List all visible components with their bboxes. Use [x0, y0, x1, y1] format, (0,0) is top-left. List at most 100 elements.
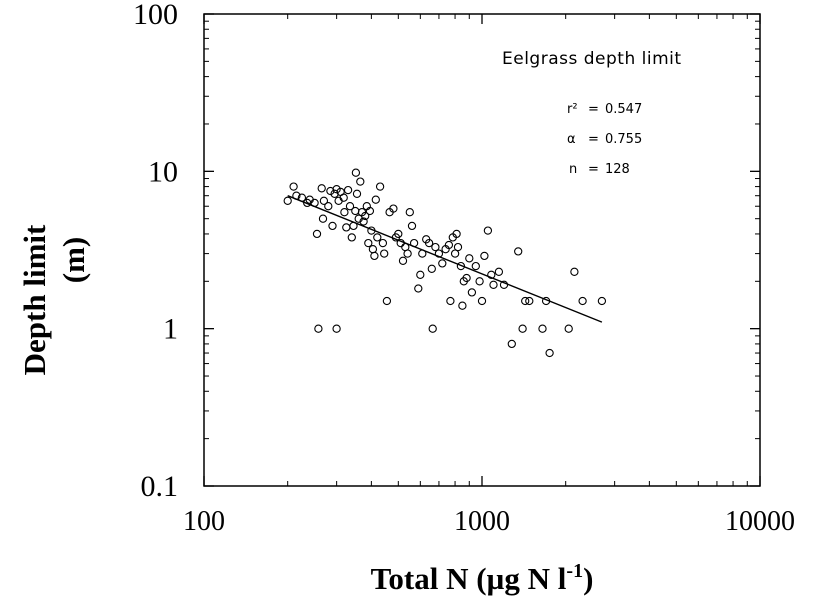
data-point [405, 208, 414, 217]
data-point [465, 254, 474, 263]
x-tick-label: 10000 [725, 506, 795, 537]
x-axis-title-sup: -1 [566, 560, 583, 582]
y-tick-label: 0.1 [141, 470, 179, 503]
data-point [380, 249, 389, 258]
annotation-n-label: n [569, 162, 577, 177]
data-point [453, 242, 463, 252]
data-point [356, 177, 365, 186]
data-point [340, 208, 349, 217]
annotation-n-eq: = [588, 162, 599, 177]
data-point [525, 296, 534, 306]
y-tick-label: 10 [148, 155, 178, 188]
data-point [359, 217, 368, 226]
data-point [564, 324, 573, 333]
data-point [339, 193, 348, 202]
fit-line [287, 195, 603, 323]
annotation-a-label: α [567, 132, 576, 147]
data-point [364, 238, 373, 248]
y-axis-title-line1: Depth limit [17, 224, 52, 375]
data-point [314, 324, 323, 333]
data-point [487, 270, 496, 279]
data-points [283, 168, 607, 358]
data-point [414, 284, 423, 293]
data-point [389, 204, 398, 213]
data-point [477, 296, 487, 306]
data-point [438, 259, 447, 268]
data-point [328, 221, 337, 231]
data-point [403, 249, 412, 258]
data-point [494, 267, 504, 276]
data-point [456, 261, 466, 271]
data-point [319, 196, 329, 205]
data-point [371, 195, 380, 204]
data-point [343, 185, 353, 195]
x-tick-label: 100 [183, 506, 225, 537]
data-point [452, 229, 461, 239]
annotation-r2-eq: = [588, 102, 599, 117]
data-point [330, 189, 339, 198]
data-point [538, 324, 547, 333]
data-point [394, 229, 403, 239]
data-point [597, 296, 607, 306]
axis-ticks: 100 1000 10000 0.1 1 10 100 [133, 0, 795, 537]
annotation-a-eq: = [588, 132, 599, 147]
data-point [458, 301, 467, 310]
data-point [378, 238, 388, 248]
data-point [365, 206, 375, 216]
y-tick-label: 100 [133, 0, 178, 31]
x-axis-title-close: ) [583, 561, 593, 596]
data-point [507, 339, 516, 349]
data-point [446, 296, 455, 306]
data-point [424, 238, 434, 248]
x-axis-title-main: Total N (µg N l [371, 561, 567, 596]
data-point [370, 251, 379, 261]
data-point [347, 233, 356, 242]
data-point [427, 264, 436, 273]
data-point [289, 182, 298, 191]
data-point [407, 221, 417, 231]
y-axis-title-line2: (m) [56, 237, 91, 283]
regression-line [287, 195, 603, 323]
annotation-r2-value: 0.547 [605, 102, 642, 117]
data-point [570, 267, 579, 276]
data-point [368, 245, 378, 254]
data-point [345, 202, 355, 211]
data-point [351, 168, 361, 177]
data-point [398, 256, 408, 265]
data-point [521, 296, 530, 306]
data-point [375, 182, 385, 191]
data-point [352, 189, 362, 198]
data-point [483, 226, 493, 235]
data-point [489, 280, 498, 289]
data-point [318, 214, 328, 223]
data-point [373, 233, 382, 242]
data-point [578, 296, 587, 306]
data-point [361, 211, 370, 221]
x-tick-label: 1000 [454, 506, 510, 537]
data-point [332, 324, 341, 333]
data-point [382, 296, 392, 306]
annotation-r2-label: r² [567, 102, 578, 117]
data-point [351, 206, 360, 216]
data-point [514, 247, 523, 256]
y-tick-label: 1 [163, 313, 178, 346]
data-point [416, 270, 425, 279]
data-point [518, 324, 527, 333]
annotation-title: Eelgrass depth limit [502, 49, 682, 69]
data-point [467, 288, 477, 297]
data-point [342, 223, 351, 232]
annotation-a-value: 0.755 [605, 132, 642, 147]
data-point [444, 240, 454, 250]
data-point [471, 261, 480, 271]
data-point [545, 348, 554, 358]
data-point [480, 251, 489, 261]
annotation-n-value: 128 [605, 162, 630, 177]
data-point [462, 273, 471, 283]
x-axis-title: Total N (µg N l-1) [371, 560, 594, 596]
data-point [283, 196, 292, 205]
data-point [324, 202, 333, 211]
data-point [431, 242, 440, 252]
data-point [317, 184, 326, 193]
data-point [312, 229, 322, 239]
